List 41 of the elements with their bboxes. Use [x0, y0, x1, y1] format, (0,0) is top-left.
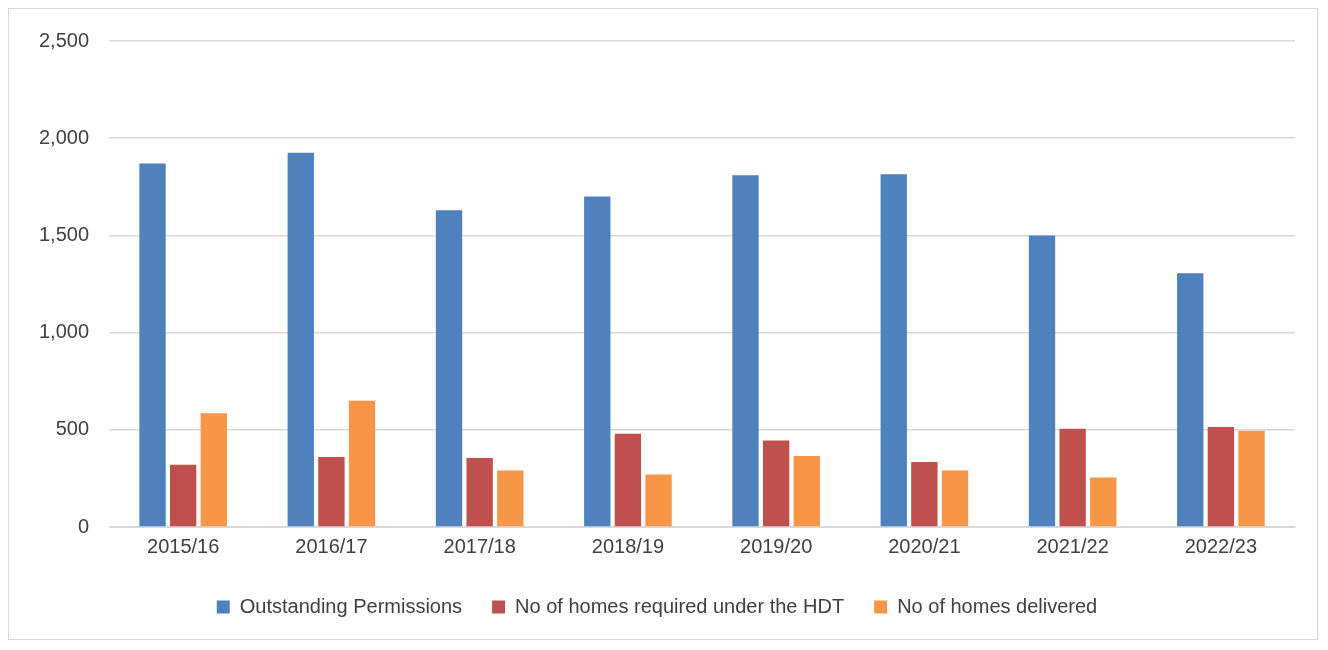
bar — [793, 456, 820, 527]
bar — [1028, 235, 1056, 527]
bar — [466, 457, 493, 527]
bar — [762, 440, 790, 527]
y-tick-label: 1,500 — [38, 222, 90, 245]
bar — [1059, 428, 1086, 527]
x-tick-label: 2018/19 — [591, 534, 665, 557]
y-tick-label: 1,000 — [38, 320, 90, 343]
bar — [880, 174, 907, 527]
bar — [911, 461, 938, 527]
x-tick-label: 2019/20 — [740, 534, 813, 557]
bar — [287, 152, 314, 527]
y-tick-label: 500 — [55, 417, 90, 440]
bar — [941, 470, 969, 527]
bar — [1090, 477, 1117, 527]
x-tick-label: 2015/16 — [147, 534, 220, 557]
bar — [497, 470, 524, 527]
bar — [139, 163, 166, 527]
x-tick-label: 2016/17 — [295, 534, 368, 557]
bar — [1177, 273, 1204, 527]
bar — [645, 474, 672, 527]
legend-label: Outstanding Permissions — [239, 594, 463, 617]
bar — [200, 413, 227, 527]
bar — [614, 433, 642, 527]
bar — [584, 196, 611, 527]
x-tick-label: 2022/23 — [1184, 534, 1258, 557]
bar — [732, 175, 759, 527]
legend-label: No of homes required under the HDT — [515, 594, 845, 617]
x-tick-label: 2017/18 — [443, 534, 516, 557]
y-tick-label: 2,500 — [38, 28, 90, 51]
y-tick-label: 2,000 — [38, 125, 90, 148]
x-tick-label: 2020/21 — [888, 534, 961, 557]
bar — [318, 457, 345, 527]
bar — [1207, 426, 1235, 527]
bar — [1238, 430, 1265, 527]
bar — [348, 400, 376, 527]
x-tick-label: 2021/22 — [1036, 534, 1109, 557]
bar — [435, 210, 463, 527]
y-tick-label: 0 — [77, 514, 90, 537]
legend-label: No of homes delivered — [897, 594, 1098, 617]
bar — [170, 464, 197, 527]
